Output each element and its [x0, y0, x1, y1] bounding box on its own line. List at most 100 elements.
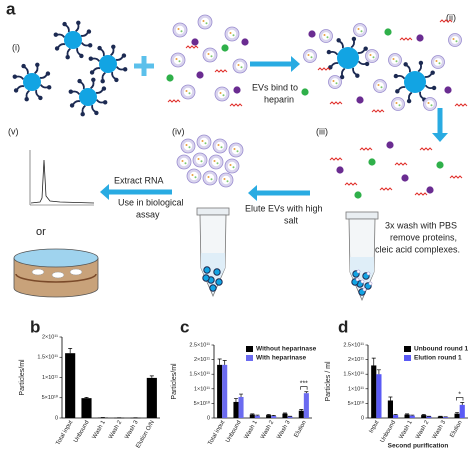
ev-cargo	[197, 158, 200, 160]
ev-core	[227, 29, 237, 39]
nucleic-acid	[399, 37, 413, 41]
error-bar	[410, 414, 415, 416]
heparin-end	[62, 21, 67, 27]
heparin-end	[336, 38, 341, 43]
error-bar	[304, 391, 309, 394]
cell	[51, 271, 65, 279]
heparin-end	[100, 78, 105, 84]
error-bar	[271, 415, 276, 416]
ev-cargo	[372, 56, 375, 59]
error-bar	[255, 414, 260, 416]
ev-cargo	[185, 144, 188, 146]
heparin-arm	[405, 64, 411, 73]
ev-core	[368, 52, 376, 60]
x-tick-label: Elution	[449, 420, 463, 439]
legend-label: Without heparinase	[256, 346, 317, 353]
ev-cargo	[335, 82, 338, 85]
ev-core	[356, 26, 364, 34]
heparin-end	[13, 88, 19, 93]
tube-ev	[368, 281, 373, 286]
bar	[393, 415, 399, 418]
bar	[238, 396, 244, 418]
bar	[65, 353, 76, 418]
bar	[426, 416, 432, 418]
tube-liquid	[350, 257, 374, 298]
heparin-end	[86, 29, 92, 34]
error-bar	[217, 358, 222, 365]
bead	[23, 73, 41, 91]
bead	[404, 71, 426, 93]
tube-bead	[202, 274, 210, 282]
nucleic-acid	[449, 175, 463, 179]
ev-cargo	[240, 66, 243, 69]
ev-cargo	[332, 80, 335, 82]
ev-cargo	[360, 30, 363, 33]
protein	[356, 96, 364, 104]
ev-cargo	[229, 32, 232, 34]
protein	[336, 166, 344, 174]
heparin-arm	[80, 31, 89, 37]
ev-core	[391, 56, 399, 64]
bar	[371, 365, 377, 418]
ev-cargo	[398, 104, 401, 107]
heparin-arm	[57, 43, 66, 49]
ev-cargo	[229, 164, 232, 166]
protein	[241, 38, 249, 46]
ev-cargo	[323, 34, 326, 36]
ev-cargo	[220, 146, 223, 149]
error-bar	[393, 414, 398, 416]
significance: *	[458, 391, 461, 398]
ev-cargo	[219, 92, 222, 94]
heparin-arm	[95, 88, 104, 94]
y-axis-title: Particles/ml	[19, 359, 26, 396]
ev-core	[235, 61, 245, 71]
bar	[222, 364, 228, 418]
nucleic-acid	[329, 101, 343, 105]
heparin-arm	[79, 81, 85, 90]
ev-core	[175, 25, 185, 35]
significance-bracket	[300, 386, 308, 390]
heparin-arm	[419, 91, 425, 100]
x-tick-label: Unbound	[380, 420, 397, 444]
ev-core	[205, 50, 215, 60]
y-tick-label: 5×10¹⁰	[42, 394, 59, 401]
ev-cargo	[357, 28, 360, 30]
heparin-arm	[76, 47, 82, 56]
heparin-arm	[16, 85, 25, 91]
ev-core	[173, 55, 183, 65]
heparin-end	[364, 61, 370, 67]
ev-cargo	[326, 36, 329, 39]
dish-top	[13, 248, 99, 268]
x-tick-label: Wash 2	[260, 419, 276, 440]
ev-core	[189, 171, 199, 181]
ev-cargo	[201, 140, 204, 142]
bar	[437, 416, 443, 418]
arrow-head	[100, 184, 109, 200]
bar	[81, 398, 92, 418]
x-tick-label: Elution	[294, 420, 308, 439]
heparin-end	[94, 110, 99, 116]
error-bar	[68, 347, 73, 354]
heparin-end	[339, 74, 345, 80]
y-axis-title: Particles / ml	[325, 361, 332, 402]
legend-label: With heparinase	[256, 355, 307, 362]
nucleic-acid	[371, 109, 385, 113]
ev-cargo	[210, 55, 213, 58]
bar	[443, 417, 449, 418]
ev-cargo	[233, 148, 236, 150]
bar	[454, 413, 460, 418]
protein	[308, 30, 316, 38]
legend-swatch	[246, 355, 253, 361]
nucleic-acid	[317, 67, 331, 71]
heparin-end	[102, 100, 108, 105]
y-tick-label: 2×10¹¹	[348, 357, 364, 363]
caption: salt	[284, 215, 299, 225]
heparin-arm	[91, 104, 97, 113]
bar	[303, 393, 309, 418]
error-bar	[455, 412, 460, 414]
significance: ***	[300, 381, 308, 388]
bar	[146, 377, 157, 418]
heparin-arm	[357, 48, 366, 54]
ev-cargo	[216, 162, 219, 165]
ev-core	[205, 173, 215, 183]
